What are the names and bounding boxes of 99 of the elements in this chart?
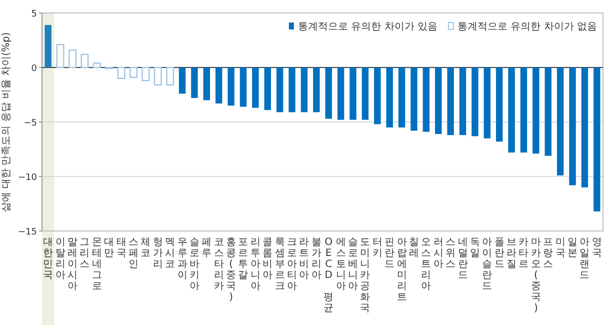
bar bbox=[496, 68, 503, 142]
bar bbox=[520, 68, 528, 153]
bar bbox=[154, 66, 162, 86]
bar bbox=[532, 68, 540, 154]
x-tick-label: 헝가리 bbox=[152, 237, 163, 270]
bar bbox=[300, 68, 308, 112]
x-tick-label: 그리스 bbox=[80, 237, 90, 270]
bar bbox=[240, 68, 247, 107]
x-tick-label: 도미니카공화국 bbox=[360, 237, 370, 314]
x-tick-label: 홍콩(중국) bbox=[226, 237, 236, 303]
bar bbox=[92, 62, 101, 68]
y-tick-label: −10 bbox=[18, 173, 38, 183]
x-tick-label: 우루과이 bbox=[177, 237, 188, 281]
bar bbox=[215, 68, 222, 104]
bar bbox=[350, 68, 356, 120]
x-tick-label: 라트비아 bbox=[299, 237, 310, 281]
bar bbox=[117, 66, 126, 79]
x-tick-label: 프랑스 bbox=[543, 237, 554, 270]
x-tick-label: 미국 bbox=[555, 237, 566, 259]
y-tick-label: 0 bbox=[31, 64, 38, 74]
bar bbox=[228, 68, 234, 106]
x-tick-label: 브라질 bbox=[506, 237, 517, 270]
x-tick-label: 핀란드 bbox=[384, 237, 395, 270]
x-tick-label: 스페인 bbox=[128, 237, 138, 270]
x-tick-label: 크로아티아 bbox=[287, 237, 298, 292]
x-tick-label: 칠레 bbox=[408, 237, 419, 259]
bar bbox=[447, 68, 454, 136]
bar bbox=[362, 68, 369, 120]
x-tick-label: 리투아니아 bbox=[250, 237, 260, 292]
x-tick-label: 멕시코 bbox=[165, 237, 176, 270]
x-tick-label: 카타르 bbox=[518, 237, 529, 270]
bar bbox=[508, 68, 515, 153]
bar bbox=[166, 66, 174, 86]
bar bbox=[472, 68, 478, 136]
x-tick-label: 이탈리아 bbox=[55, 237, 66, 281]
bar bbox=[386, 68, 393, 128]
x-tick-label: 콜롬비아 bbox=[262, 237, 273, 281]
legend-label: 통계적으로 유의한 차이가 없음 bbox=[457, 22, 597, 32]
bar bbox=[374, 68, 381, 124]
bar bbox=[325, 68, 332, 119]
bar bbox=[142, 66, 150, 82]
bar bbox=[191, 68, 198, 98]
x-tick-label: 아랍에미리트 bbox=[396, 237, 407, 303]
bar bbox=[410, 68, 418, 131]
bar bbox=[594, 68, 600, 212]
x-tick-label: 터키 bbox=[372, 237, 382, 259]
x-tick-label: OECD 평균 bbox=[324, 237, 334, 314]
x-tick-label: 포르투갈 bbox=[238, 237, 248, 281]
x-tick-label: 아일랜드 bbox=[580, 237, 590, 281]
x-tick-label: 룩셈부르크 bbox=[274, 237, 285, 292]
bar bbox=[68, 49, 76, 68]
bar bbox=[435, 68, 442, 134]
x-tick-label: 슬로베니아 bbox=[348, 237, 358, 292]
bar bbox=[288, 68, 296, 112]
bar bbox=[337, 68, 344, 120]
y-tick-label: −5 bbox=[24, 118, 37, 128]
bar bbox=[544, 68, 552, 156]
x-tick-label: 네덜란드 bbox=[458, 237, 468, 281]
bar bbox=[276, 68, 284, 112]
bar bbox=[569, 68, 576, 186]
bar bbox=[56, 44, 64, 68]
bar bbox=[264, 68, 271, 110]
x-tick-label: 슬로바키아 bbox=[189, 237, 200, 292]
bar bbox=[44, 24, 52, 68]
y-tick-label: 5 bbox=[31, 10, 37, 20]
x-tick-label: 스위스 bbox=[446, 237, 456, 270]
x-tick-label: 불가리아 bbox=[311, 237, 322, 281]
bar bbox=[556, 68, 564, 176]
x-tick-label: 일본 bbox=[568, 237, 578, 259]
bar bbox=[178, 68, 186, 94]
bar bbox=[80, 54, 89, 68]
bar bbox=[130, 66, 138, 78]
bar bbox=[422, 68, 430, 132]
bar bbox=[203, 68, 210, 100]
x-tick-label: 말레이시아 bbox=[67, 237, 78, 292]
x-tick-label: 러시아 bbox=[433, 237, 444, 270]
x-tick-label: 영국 bbox=[592, 237, 602, 259]
legend-label: 통계적으로 유의한 차이가 있음 bbox=[298, 22, 438, 32]
x-tick-label: 코스타리카 bbox=[214, 237, 224, 292]
bar bbox=[459, 68, 466, 136]
x-tick-label: 체코 bbox=[140, 237, 151, 259]
x-tick-label: 폴란드 bbox=[494, 237, 504, 270]
y-tick-label: −15 bbox=[18, 228, 37, 238]
x-tick-label: 태국 bbox=[116, 237, 126, 259]
bar bbox=[313, 68, 320, 112]
x-tick-label: 페루 bbox=[202, 237, 212, 259]
x-tick-label: 대한민국 bbox=[43, 237, 54, 281]
bar bbox=[484, 68, 490, 138]
x-tick-label: 독일 bbox=[470, 237, 480, 259]
x-tick-label: 아이슬란드 bbox=[482, 237, 492, 292]
x-tick-label: 오스트리아 bbox=[421, 237, 432, 292]
x-tick-label: 에스토니아 bbox=[336, 237, 346, 292]
y-axis-title: 삶에 대한 만족도의 응답 비율 차이(%p) bbox=[1, 32, 12, 212]
bar bbox=[252, 68, 259, 108]
x-tick-label: 마카오(중국) bbox=[530, 237, 541, 314]
bar bbox=[581, 68, 588, 188]
bar bbox=[398, 68, 406, 128]
x-tick-label: 대만 bbox=[104, 237, 114, 259]
x-tick-label: 몬테네그로 bbox=[92, 237, 102, 292]
